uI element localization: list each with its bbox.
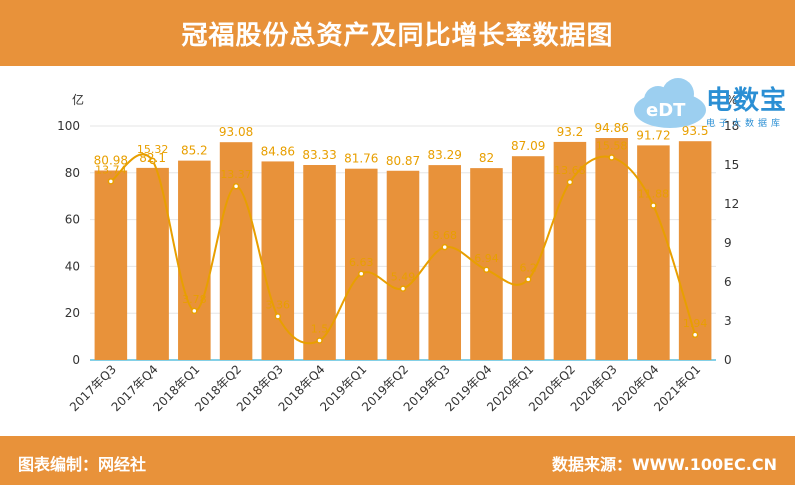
bar-value-label: 83.33 (302, 148, 336, 162)
brand-logo: eDT (630, 72, 790, 132)
line-point (274, 313, 282, 320)
y-right-tick-label: 9 (724, 236, 732, 250)
rate-value-label: 6.2 (519, 261, 537, 274)
y-left-tick-label: 100 (57, 119, 80, 133)
line-point (691, 331, 699, 339)
line-point (441, 243, 448, 251)
line-point (191, 307, 198, 315)
bar-value-label: 93.2 (557, 125, 584, 139)
bar-value-label: 80.87 (386, 154, 420, 168)
y-left-tick-label: 40 (65, 259, 80, 273)
rate-value-label: 3.36 (266, 298, 291, 311)
header-banner: 冠福股份总资产及同比增长率数据图 (0, 0, 795, 66)
bar-value-label: 81.76 (344, 152, 378, 166)
line-point (524, 276, 532, 283)
rate-value-label: 6.63 (349, 256, 374, 269)
line-point (566, 178, 574, 186)
bar (261, 161, 295, 360)
rate-value-label: 13.74 (95, 163, 127, 176)
line-point (483, 266, 490, 274)
rate-value-label: 15.32 (137, 143, 169, 156)
y-left-tick-label: 20 (65, 306, 80, 320)
bar-value-label: 85.2 (181, 144, 208, 158)
page-title: 冠福股份总资产及同比增长率数据图 (181, 20, 614, 51)
line-point (232, 182, 240, 190)
y-right-unit-label: % (726, 93, 737, 107)
y-left-tick-label: 0 (72, 353, 80, 367)
line-point (399, 285, 407, 292)
logo-name: 电数宝 (706, 86, 788, 116)
bar-value-label: 91.72 (636, 128, 670, 142)
chart-svg: 0 20 40 60 80 100 0 3 6 9 12 15 18 亿 % 80.98 82.1 85.2 93.… (57, 92, 739, 414)
bar (178, 160, 211, 360)
bar-value-label: 82 (479, 151, 494, 165)
bar (678, 141, 712, 360)
bar-value-label: 80.98 (94, 154, 128, 168)
y-right-tick-label: 0 (724, 353, 732, 367)
bar-value-label: 84.86 (261, 144, 295, 158)
logo-badge: eDT (646, 100, 686, 121)
bar (386, 170, 420, 360)
bar (595, 138, 628, 360)
rate-value-label: 6.94 (474, 252, 499, 265)
logo-subtitle: 电子大数据库 (706, 119, 785, 129)
line-point (650, 202, 657, 209)
bar-value-label: 82.1 (139, 151, 166, 165)
rate-value-label: 15.58 (596, 139, 628, 152)
footer-credit: 图表编制：网经社 (18, 455, 147, 474)
rate-value-label: 3.78 (182, 293, 207, 306)
line-point (358, 270, 365, 278)
rate-value-label: 1.5 (311, 323, 329, 336)
bar (428, 165, 462, 360)
y-right-tick-label: 3 (724, 314, 732, 328)
y-right-tick-label: 12 (724, 197, 739, 211)
footer-bar: 图表编制：网经社 数据来源：WWW.100EC.CN (0, 436, 795, 485)
y-left-tick-label: 60 (65, 213, 80, 227)
y-left-unit-label: 亿 (72, 92, 84, 107)
bar (219, 142, 253, 360)
bar-value-label: 87.09 (511, 139, 545, 153)
rate-value-label: 11.88 (638, 188, 670, 201)
y-right-tick-label: 18 (724, 119, 739, 133)
y-right-tick-label: 15 (724, 158, 739, 172)
rate-value-label: 1.94 (683, 317, 708, 330)
bar (637, 145, 670, 360)
line-point (107, 178, 115, 185)
rate-value-label: 13.68 (554, 164, 586, 177)
rate-value-label: 8.68 (432, 229, 457, 242)
chart-area: 0 20 40 60 80 100 0 3 6 9 12 15 18 亿% 80.98 82.1 85.2 93.… (0, 66, 795, 436)
bar (553, 141, 587, 360)
bar-value-label: 93.08 (219, 125, 253, 139)
y-right-tick-label: 6 (724, 275, 732, 289)
line-point (149, 157, 156, 165)
bar (136, 167, 169, 360)
y-left-tick-label: 80 (65, 166, 80, 180)
bar-value-label: 83.29 (428, 148, 462, 162)
rate-value-label: 5.49 (391, 271, 416, 284)
footer-source: 数据来源：WWW.100EC.CN (551, 455, 777, 474)
bar-value-label: 94.86 (594, 121, 628, 135)
bar (344, 168, 378, 360)
bar (94, 170, 128, 360)
bar-value-label: 93.5 (682, 124, 709, 138)
cloud-icon: eDT (634, 78, 706, 128)
rate-value-label: 13.37 (220, 168, 252, 181)
line-point (608, 154, 615, 161)
line-point (316, 337, 323, 344)
